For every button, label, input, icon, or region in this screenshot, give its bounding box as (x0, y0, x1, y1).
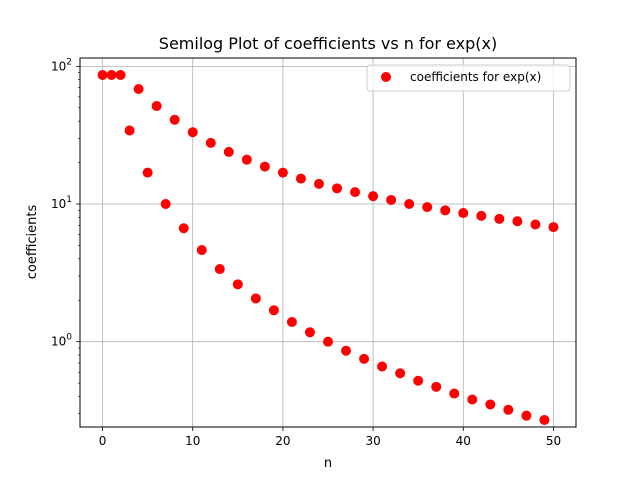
data-point (341, 345, 352, 356)
data-point (431, 381, 442, 392)
data-point (241, 154, 252, 165)
data-point (413, 375, 424, 386)
data-point (196, 245, 207, 256)
data-point (214, 264, 225, 275)
y-tick-label: 102 (51, 57, 72, 73)
data-point (332, 183, 343, 194)
x-tick-label: 40 (456, 434, 471, 448)
data-point (223, 146, 234, 157)
data-point (268, 305, 279, 316)
data-point (476, 210, 487, 221)
data-point (106, 70, 117, 81)
data-point (539, 414, 550, 425)
y-axis-label: coefficients (25, 205, 40, 280)
data-point (115, 70, 126, 81)
data-point (449, 388, 460, 399)
data-point (404, 199, 415, 210)
data-point (151, 101, 162, 112)
data-point (350, 187, 361, 198)
data-point (277, 167, 288, 178)
ticks-layer: 0 10 20 30 40 50 100 101 102 (51, 57, 561, 448)
data-point (205, 137, 216, 148)
y-tick-label: 100 (51, 333, 72, 349)
data-point (485, 399, 496, 410)
data-point (187, 127, 198, 138)
x-tick-label: 0 (99, 434, 107, 448)
data-point (548, 222, 559, 233)
data-point (386, 194, 397, 205)
data-point (440, 205, 451, 216)
chart-title: Semilog Plot of coefficients vs n for ex… (159, 34, 497, 53)
data-point (178, 223, 189, 234)
data-point (503, 404, 514, 415)
legend-box (366, 64, 571, 92)
data-point (160, 199, 171, 210)
data-point (313, 178, 324, 189)
data-point (232, 279, 243, 290)
data-point (458, 208, 469, 219)
data-point (512, 216, 523, 227)
data-point (521, 410, 532, 421)
data-point (377, 361, 388, 372)
data-point (530, 219, 541, 230)
data-point (494, 213, 505, 224)
plot-frame (79, 57, 577, 428)
data-point (286, 316, 297, 327)
data-point (422, 202, 433, 213)
x-tick-label: 30 (365, 434, 380, 448)
y-tick-label: 101 (51, 195, 72, 211)
data-point (124, 125, 135, 136)
x-axis-label: n (324, 456, 332, 471)
data-point (295, 173, 306, 184)
data-point (304, 327, 315, 338)
data-point (169, 114, 180, 125)
legend: coefficients for exp(x) (366, 64, 571, 92)
x-tick-label: 50 (546, 434, 561, 448)
data-point (142, 167, 153, 178)
x-tick-label: 10 (185, 434, 200, 448)
points-layer (97, 70, 559, 425)
x-tick-label: 20 (275, 434, 290, 448)
data-point (368, 191, 379, 202)
data-point (250, 293, 261, 304)
data-point (359, 353, 370, 364)
data-point (323, 336, 333, 347)
legend-label: coefficients for exp(x) (410, 70, 541, 84)
data-point (395, 368, 406, 379)
data-point (97, 70, 108, 81)
data-point (133, 83, 144, 94)
legend-marker (381, 72, 391, 82)
data-point (259, 161, 270, 172)
data-point (467, 394, 478, 405)
